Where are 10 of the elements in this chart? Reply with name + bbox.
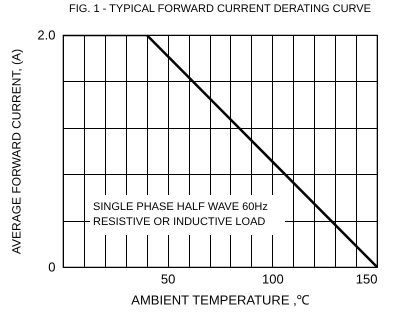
y-axis-title: AVERAGE FORWARD CURRENT, (A) <box>9 48 24 254</box>
annotation: RESISTIVE OR INDUCTIVE LOAD <box>93 216 266 228</box>
chart-title: FIG. 1 - TYPICAL FORWARD CURRENT DERATING CURVE <box>69 3 371 15</box>
x-axis-title: AMBIENT TEMPERATURE ,℃ <box>131 292 310 308</box>
y-tick-label: 2.0 <box>37 28 56 42</box>
x-tick-label: 150 <box>356 272 378 286</box>
x-tick-label: 100 <box>262 272 284 286</box>
annotation: SINGLE PHASE HALF WAVE 60Hz <box>93 201 268 213</box>
x-tick-label: 50 <box>160 272 176 286</box>
y-tick-label: 0 <box>48 260 56 274</box>
